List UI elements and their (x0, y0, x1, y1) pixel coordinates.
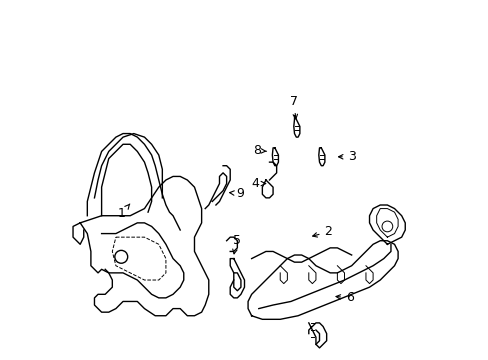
Text: 8: 8 (252, 144, 266, 157)
Text: 2: 2 (312, 225, 332, 238)
Text: 3: 3 (338, 150, 355, 163)
Text: 7: 7 (289, 95, 297, 119)
Text: 9: 9 (229, 187, 244, 200)
Text: 5: 5 (232, 234, 240, 254)
Text: 4: 4 (251, 177, 265, 190)
Text: 6: 6 (335, 291, 353, 305)
Text: 1: 1 (117, 204, 129, 220)
